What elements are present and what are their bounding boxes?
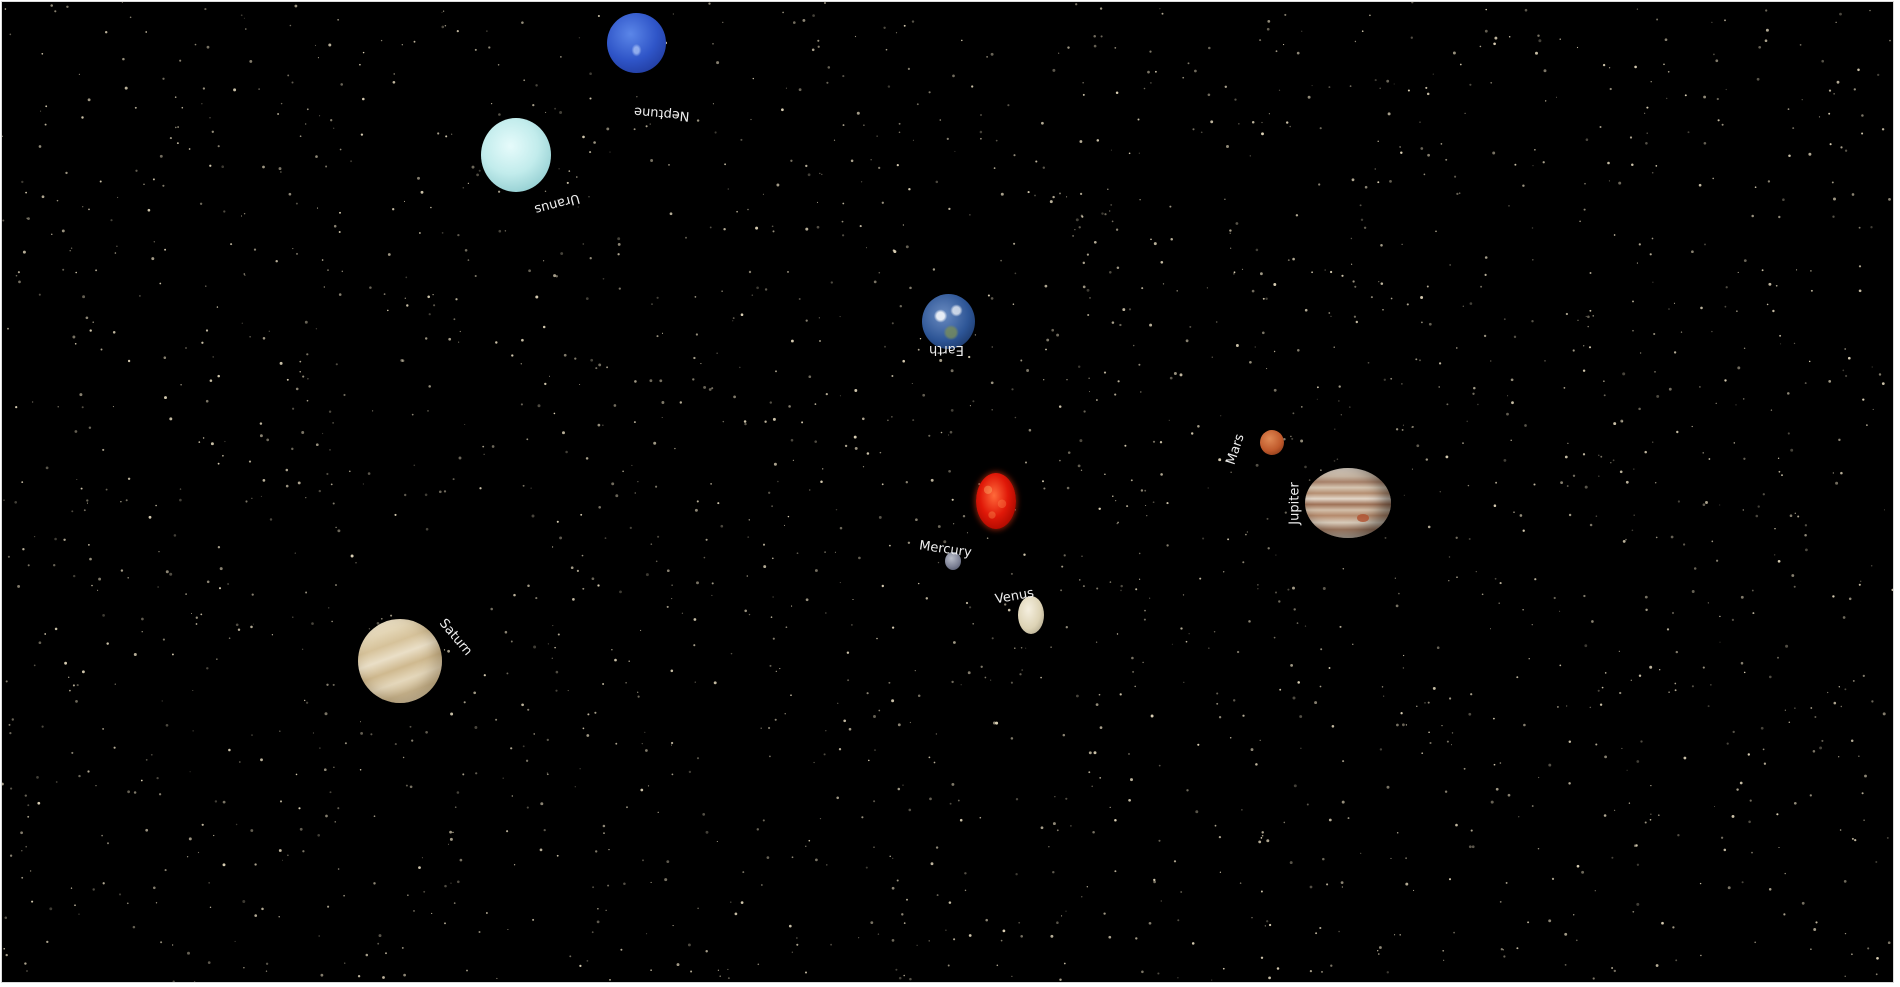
uranus-icon[interactable] xyxy=(481,118,551,192)
saturn-icon[interactable] xyxy=(358,619,442,703)
earth-icon[interactable] xyxy=(922,294,975,349)
sun-icon[interactable] xyxy=(976,473,1016,529)
neptune-icon[interactable] xyxy=(607,13,666,73)
jupiter-icon[interactable] xyxy=(1305,468,1391,538)
mercury-icon[interactable] xyxy=(945,552,961,570)
jupiter-label: Jupiter xyxy=(1287,482,1303,525)
earth-label: Earth xyxy=(929,342,964,357)
mars-icon[interactable] xyxy=(1260,430,1284,455)
venus-icon[interactable] xyxy=(1018,596,1044,634)
